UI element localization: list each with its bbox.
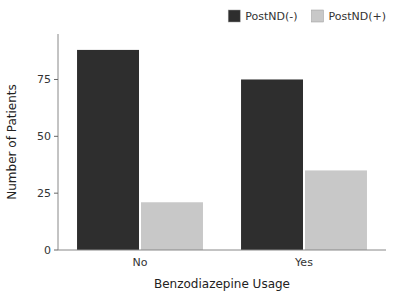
y-tick — [54, 79, 58, 80]
y-tick — [54, 193, 58, 194]
y-axis-label: Number of Patients — [5, 84, 19, 199]
x-axis-label: Benzodiazepine Usage — [154, 277, 290, 291]
bars — [77, 50, 367, 250]
bar — [241, 79, 303, 250]
y-tick-label: 25 — [37, 187, 51, 200]
y-tick-label: 75 — [37, 73, 51, 86]
legend-label: PostND(-) — [245, 10, 297, 23]
legend: PostND(-) PostND(+) — [228, 10, 386, 23]
x-tick-label: No — [133, 256, 148, 269]
y-tick — [54, 136, 58, 137]
x-axis-line — [58, 250, 386, 251]
legend-label: PostND(+) — [328, 10, 386, 23]
bar — [77, 50, 139, 250]
y-axis-line — [58, 34, 59, 250]
chart-svg: 0 25 50 75 No Yes Benzodiazepine Usage Number o… — [0, 0, 400, 296]
y-tick — [54, 250, 58, 251]
legend-swatch — [311, 10, 323, 22]
x-tick-label: Yes — [294, 256, 313, 269]
y-tick-label: 0 — [44, 244, 51, 257]
legend-swatch — [228, 10, 240, 22]
chart-container: 0 25 50 75 No Yes Benzodiazepine Usage Number o… — [0, 0, 400, 296]
bar — [141, 202, 203, 250]
y-tick-label: 50 — [37, 130, 51, 143]
bar — [305, 170, 367, 250]
